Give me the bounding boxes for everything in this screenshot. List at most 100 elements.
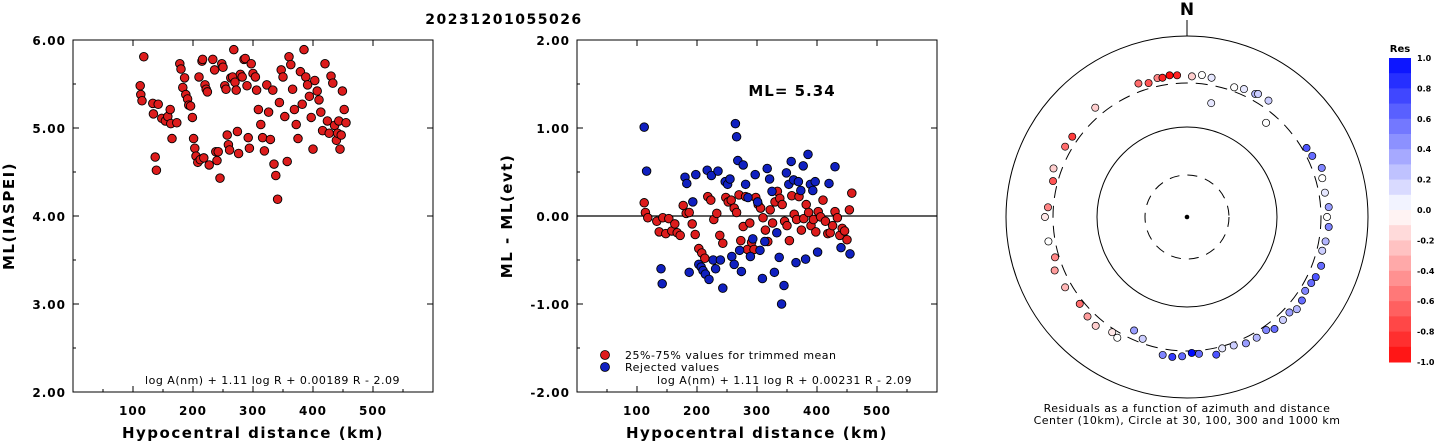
colorbar-cell bbox=[1389, 225, 1411, 241]
data-point bbox=[153, 99, 163, 109]
data-point bbox=[287, 84, 298, 95]
data-point bbox=[712, 208, 722, 219]
data-point bbox=[269, 159, 279, 169]
legend-label-rejected: Rejected values bbox=[625, 361, 720, 374]
residual-point bbox=[1158, 350, 1167, 359]
residual-point bbox=[1318, 246, 1327, 255]
distance-circle bbox=[1144, 174, 1230, 260]
residual-point bbox=[1317, 164, 1326, 172]
data-point bbox=[764, 174, 775, 184]
colorbar-tick-label: -0.4 bbox=[1417, 267, 1435, 276]
data-point bbox=[256, 119, 266, 130]
colorbar-cell bbox=[1389, 301, 1411, 317]
residual-point bbox=[1044, 203, 1052, 212]
data-point bbox=[713, 166, 723, 176]
data-point bbox=[688, 197, 698, 207]
data-point bbox=[793, 176, 804, 187]
residual-point bbox=[1158, 73, 1167, 82]
data-point bbox=[656, 264, 666, 274]
polar-points bbox=[1040, 71, 1333, 361]
data-point bbox=[257, 132, 268, 143]
data-point bbox=[215, 173, 225, 183]
x-tick-label: 300 bbox=[239, 404, 267, 418]
data-point bbox=[641, 166, 652, 176]
data-point bbox=[341, 117, 351, 128]
data-point bbox=[731, 132, 742, 142]
residual-point bbox=[1051, 253, 1059, 262]
colorbar-labels: 1.0 0.8 0.6 0.4 0.2 0.0 -0.2 -0.4 -0.6 -0.8 -1.0 bbox=[1417, 54, 1435, 367]
data-point bbox=[827, 220, 838, 231]
data-point bbox=[297, 99, 307, 109]
data-point bbox=[836, 242, 846, 253]
colorbar-tick-label: 0.8 bbox=[1417, 84, 1432, 93]
residual-point bbox=[1320, 188, 1329, 197]
data-point bbox=[639, 122, 649, 132]
data-point bbox=[799, 213, 809, 224]
y-tick-label: 5.00 bbox=[32, 122, 66, 136]
data-point bbox=[844, 205, 855, 215]
y-tick-label: 3.00 bbox=[32, 298, 66, 312]
residual-point bbox=[1241, 339, 1250, 348]
data-point bbox=[324, 128, 334, 139]
data-point bbox=[734, 245, 745, 256]
data-point bbox=[774, 252, 784, 263]
data-point bbox=[643, 213, 653, 223]
data-point bbox=[731, 207, 742, 218]
residual-point bbox=[1254, 90, 1262, 98]
data-point bbox=[784, 235, 795, 246]
data-point bbox=[803, 207, 814, 218]
data-point bbox=[824, 178, 834, 189]
data-point bbox=[284, 51, 294, 62]
data-point bbox=[758, 213, 768, 223]
data-point bbox=[684, 267, 694, 278]
data-point bbox=[268, 85, 278, 95]
data-point bbox=[280, 111, 290, 122]
colorbar-cells bbox=[1389, 58, 1411, 363]
data-point bbox=[308, 144, 318, 154]
data-point bbox=[299, 44, 309, 55]
data-point bbox=[772, 227, 782, 238]
colorbar-cell bbox=[1389, 134, 1411, 150]
data-point bbox=[240, 53, 250, 64]
colorbar-cell bbox=[1389, 286, 1411, 302]
y-tick-label: 0.00 bbox=[536, 210, 570, 224]
polar-panel: N Residuals as a function of azimuth and… bbox=[1005, 0, 1369, 427]
data-point bbox=[204, 160, 214, 170]
residual-point bbox=[1138, 334, 1147, 343]
left-y-label: ML(IASPEI) bbox=[0, 162, 18, 270]
middle-ml-annotation: ML= 5.34 bbox=[748, 82, 835, 100]
data-point bbox=[832, 213, 843, 223]
residual-point bbox=[1173, 71, 1182, 80]
middle-legend: 25%-75% values for trimmed mean Rejected… bbox=[600, 349, 837, 374]
data-point bbox=[312, 86, 322, 96]
data-point bbox=[743, 192, 753, 203]
colorbar-cell bbox=[1389, 210, 1411, 226]
data-point bbox=[762, 163, 772, 174]
data-point bbox=[847, 188, 857, 198]
data-point bbox=[151, 165, 162, 175]
data-point bbox=[791, 257, 801, 268]
data-point bbox=[246, 59, 256, 69]
data-point bbox=[745, 251, 756, 262]
data-point bbox=[682, 178, 692, 189]
colorbar-cell bbox=[1389, 73, 1411, 89]
colorbar-tick-label: -0.8 bbox=[1417, 328, 1435, 337]
data-point bbox=[842, 235, 852, 245]
data-point bbox=[769, 267, 780, 278]
data-point bbox=[148, 109, 159, 119]
legend-label-trimmed: 25%-75% values for trimmed mean bbox=[625, 349, 837, 362]
data-point bbox=[137, 95, 147, 106]
colorbar-tick-label: 1.0 bbox=[1417, 54, 1432, 63]
residual-point bbox=[1270, 324, 1279, 333]
data-point bbox=[265, 134, 276, 145]
residual-point bbox=[1044, 237, 1053, 246]
residual-point bbox=[1130, 326, 1139, 335]
data-point bbox=[800, 254, 811, 264]
data-point bbox=[801, 199, 811, 210]
data-point bbox=[262, 80, 272, 90]
data-point bbox=[250, 72, 261, 82]
residual-point bbox=[1324, 222, 1333, 231]
residual-point bbox=[1324, 203, 1333, 212]
colorbar-cell bbox=[1389, 194, 1411, 211]
residual-point bbox=[1049, 164, 1058, 173]
